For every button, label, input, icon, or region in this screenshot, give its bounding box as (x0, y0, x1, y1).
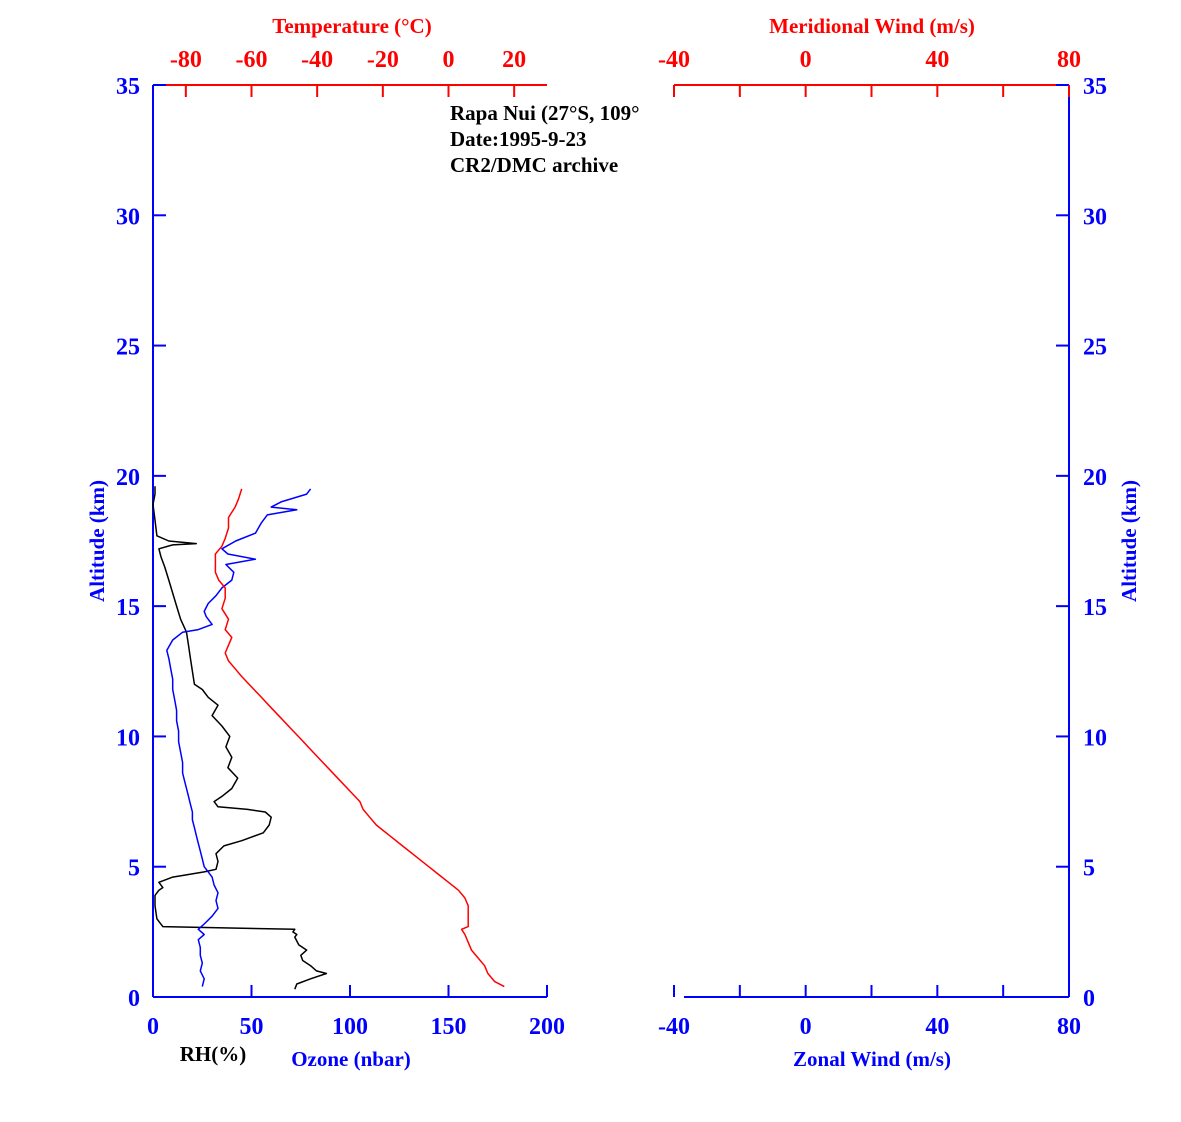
rh-axis-label: RH(%) (180, 1042, 247, 1066)
ozone-axis-label: Ozone (nbar) (291, 1047, 411, 1071)
right-y-tick-label: 20 (1083, 465, 1107, 491)
temperature-tick-label: -80 (170, 47, 202, 73)
right-y-tick-label: 30 (1083, 204, 1107, 230)
right-panel: 0 5 10 15 20 25 30 35 -40 0 40 80 -40 0 40 80 Zonal W… (658, 14, 1141, 1071)
temperature-axis-label: Temperature (°C) (272, 14, 431, 38)
left-bottom-tick-label: 0 (147, 1014, 159, 1040)
zonal-wind-tick-label: -40 (658, 1014, 690, 1040)
left-y-tick-label: 5 (128, 856, 140, 882)
left-y-tick-label: 15 (116, 595, 140, 621)
temperature-tick-label: 0 (443, 47, 455, 73)
left-altitude-label: Altitude (km) (85, 480, 109, 602)
left-y-tick-label: 25 (116, 335, 140, 361)
left-y-tick-label: 20 (116, 465, 140, 491)
temperature-tick-label: -20 (367, 47, 399, 73)
zonal-wind-tick-label: 0 (800, 1014, 812, 1040)
zonal-wind-tick-label: 40 (925, 1014, 949, 1040)
temperature-tick-label: -60 (236, 47, 268, 73)
annotation-date: Date:1995-9-23 (450, 127, 586, 151)
left-bottom-tick-label: 200 (529, 1014, 565, 1040)
temperature-tick-label: 20 (502, 47, 526, 73)
temperature-tick-label: -40 (301, 47, 333, 73)
right-y-tick-label: 10 (1083, 725, 1107, 751)
left-bottom-tick-label: 100 (332, 1014, 368, 1040)
annotation-archive: CR2/DMC archive (450, 153, 618, 177)
meridional-wind-axis-label: Meridional Wind (m/s) (769, 14, 975, 38)
rh-profile-line (152, 486, 328, 990)
left-y-tick-label: 35 (116, 74, 140, 100)
right-y-tick-label: 5 (1083, 856, 1095, 882)
left-bottom-tick-label: 50 (240, 1014, 264, 1040)
annotation-station: Rapa Nui (27°S, 109° (450, 101, 640, 125)
meridional-wind-tick-label: 0 (800, 47, 812, 73)
ozone-profile-line (166, 488, 312, 987)
left-y-tick-label: 30 (116, 204, 140, 230)
meridional-wind-tick-label: 40 (925, 47, 949, 73)
left-y-tick-label: 0 (128, 986, 140, 1012)
right-y-tick-label: 15 (1083, 595, 1107, 621)
left-bottom-tick-label: 150 (431, 1014, 467, 1040)
left-y-tick-label: 10 (116, 725, 140, 751)
meridional-wind-tick-label: 80 (1057, 47, 1081, 73)
meridional-wind-tick-label: -40 (658, 47, 690, 73)
right-y-tick-label: 0 (1083, 986, 1095, 1012)
right-altitude-label: Altitude (km) (1117, 480, 1141, 602)
right-y-tick-label: 35 (1083, 74, 1107, 100)
right-y-tick-label: 25 (1083, 335, 1107, 361)
temperature-profile-line (214, 488, 505, 988)
zonal-wind-axis-label: Zonal Wind (m/s) (793, 1047, 951, 1071)
zonal-wind-tick-label: 80 (1057, 1014, 1081, 1040)
